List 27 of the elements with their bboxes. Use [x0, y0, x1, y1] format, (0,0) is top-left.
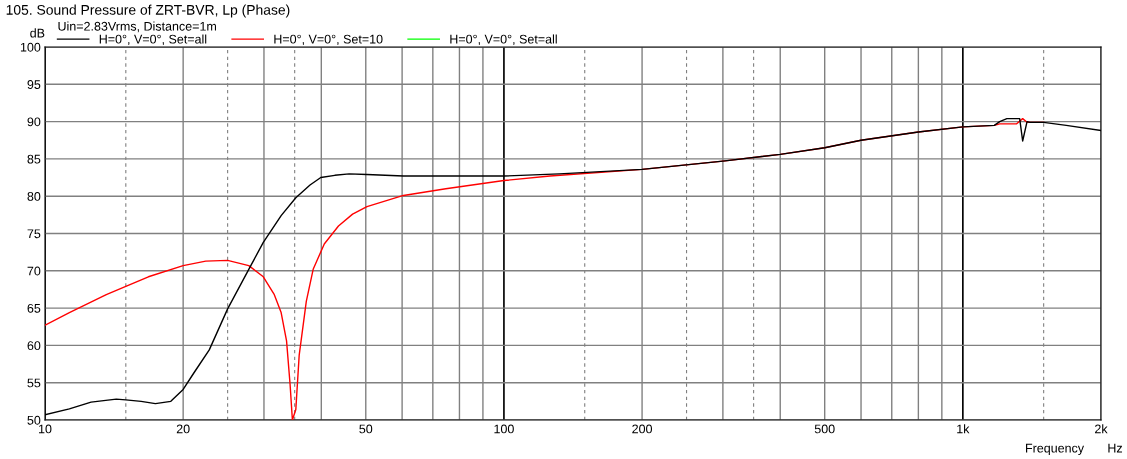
- y-tick-label: 80: [27, 192, 41, 201]
- y-tick-label: 85: [27, 154, 41, 164]
- x-tick-label: 100: [494, 424, 514, 434]
- y-tick-label: 60: [27, 341, 41, 351]
- x-tick-label: 500: [814, 424, 835, 434]
- x-tick-label: 1k: [957, 424, 970, 434]
- y-tick-label: 100: [20, 42, 41, 52]
- y-tick-label: 95: [27, 80, 41, 89]
- y-tick-label: 55: [27, 378, 41, 388]
- y-axis-title: dB: [30, 28, 45, 38]
- x-tick-label: 20: [176, 424, 190, 434]
- x-axis-title: Frequency: [1026, 443, 1085, 455]
- x-tick-label: 2k: [1095, 424, 1108, 434]
- y-tick-label: 70: [27, 266, 41, 276]
- y-tick-label: 65: [27, 303, 41, 313]
- text: Hz: [1108, 443, 1123, 453]
- legend-label: H=0°, V=0°, Set=all: [99, 34, 207, 46]
- y-tick-label: 90: [27, 117, 41, 127]
- x-tick-label: 200: [632, 424, 653, 434]
- x-tick-label: 50: [359, 424, 373, 434]
- legend-label: H=0°, V=0°, Set=10: [274, 34, 383, 46]
- y-tick-label: 75: [27, 229, 41, 239]
- legend-label: H=0°, V=0°, Set=all: [450, 34, 557, 46]
- x-tick-label: 10: [39, 424, 52, 434]
- y-tick-label: 50: [27, 415, 41, 425]
- chart-title: 105. Sound Pressure of ZRT-BVR, Lp (Phase): [6, 4, 290, 18]
- legend-title: Uin=2.83Vrms, Distance=1m: [58, 21, 216, 33]
